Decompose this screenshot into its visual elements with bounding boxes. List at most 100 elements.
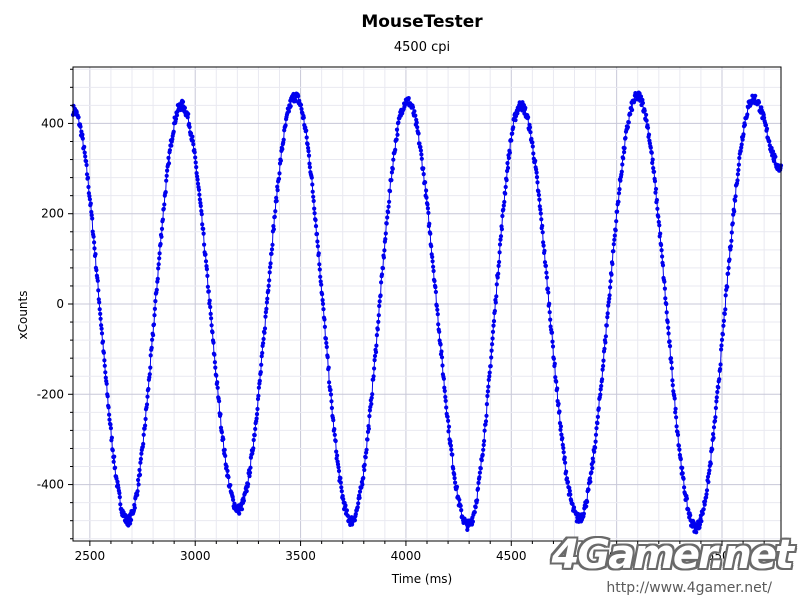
data-point	[537, 197, 542, 202]
data-point	[581, 511, 587, 516]
data-point	[315, 244, 320, 249]
data-point	[103, 375, 108, 380]
data-point	[171, 129, 176, 134]
data-point	[320, 292, 325, 297]
data-point	[429, 244, 434, 249]
data-point	[212, 352, 217, 357]
data-point	[591, 459, 596, 464]
data-point	[395, 132, 400, 137]
data-point	[158, 241, 163, 247]
data-point	[430, 254, 435, 260]
data-point	[369, 395, 374, 400]
x-tick-label: 5500	[707, 549, 738, 563]
data-point	[708, 461, 713, 466]
data-point	[372, 358, 377, 363]
data-point	[332, 427, 337, 432]
data-point	[344, 508, 349, 513]
data-point	[383, 237, 388, 242]
data-point	[307, 165, 312, 170]
data-point	[652, 169, 657, 174]
data-point	[316, 251, 321, 256]
data-point	[195, 177, 200, 182]
data-point	[568, 492, 573, 497]
data-point	[231, 497, 236, 502]
data-point	[88, 201, 93, 206]
data-point	[486, 377, 491, 382]
data-point	[527, 125, 533, 130]
data-point	[366, 426, 371, 431]
data-point	[91, 234, 96, 239]
data-point	[544, 270, 549, 275]
data-point	[199, 208, 204, 214]
data-point	[704, 492, 709, 497]
data-point	[363, 455, 368, 460]
data-point	[662, 286, 668, 291]
data-point	[247, 474, 252, 479]
data-point	[170, 137, 175, 142]
data-point	[105, 394, 110, 399]
data-point	[237, 511, 242, 516]
data-point	[725, 284, 730, 290]
data-point	[151, 322, 157, 327]
data-point	[628, 112, 633, 117]
data-point	[649, 150, 654, 155]
data-point	[196, 187, 202, 192]
data-point	[379, 272, 385, 277]
data-point	[259, 362, 264, 367]
data-point	[667, 339, 672, 344]
data-point	[503, 184, 508, 190]
data-point	[418, 144, 423, 150]
data-point	[589, 470, 594, 475]
data-point	[421, 172, 426, 177]
data-point	[771, 159, 777, 164]
data-point	[763, 123, 769, 128]
data-point	[465, 527, 470, 533]
data-point	[387, 189, 393, 194]
watermark-logo: 4Gamer.net	[551, 532, 794, 578]
data-point	[625, 125, 631, 130]
data-point	[770, 149, 776, 154]
data-point	[104, 381, 109, 386]
data-point	[662, 279, 667, 284]
data-point	[590, 456, 595, 461]
data-point	[478, 466, 483, 471]
data-point	[501, 207, 506, 212]
data-point	[682, 485, 687, 490]
data-point	[259, 354, 264, 359]
data-point	[260, 350, 265, 356]
data-point	[593, 445, 598, 450]
data-point	[769, 145, 774, 151]
data-point	[323, 336, 328, 341]
data-point	[756, 100, 762, 105]
data-point	[560, 442, 565, 447]
data-point	[110, 448, 115, 453]
data-point	[256, 385, 261, 390]
data-point	[735, 178, 740, 183]
data-point	[492, 308, 497, 314]
data-point	[596, 406, 601, 411]
data-point	[322, 324, 327, 329]
data-point	[164, 173, 169, 178]
data-point	[76, 115, 81, 120]
y-tick-label: 200	[41, 207, 64, 221]
data-point	[357, 495, 362, 500]
data-point	[425, 206, 430, 211]
data-point	[718, 362, 723, 367]
data-point	[274, 198, 279, 204]
data-point	[437, 329, 442, 334]
data-point	[372, 366, 377, 371]
data-point	[483, 422, 488, 427]
data-point	[653, 186, 659, 192]
data-point	[458, 503, 463, 508]
data-point	[332, 432, 337, 437]
data-point	[538, 211, 543, 216]
data-point	[728, 244, 734, 249]
data-point	[135, 492, 140, 498]
data-point	[222, 447, 227, 452]
data-point	[444, 405, 449, 410]
data-point	[193, 155, 198, 160]
data-point	[590, 466, 595, 471]
data-point	[112, 454, 117, 459]
data-point	[542, 260, 548, 265]
data-point	[540, 223, 545, 228]
